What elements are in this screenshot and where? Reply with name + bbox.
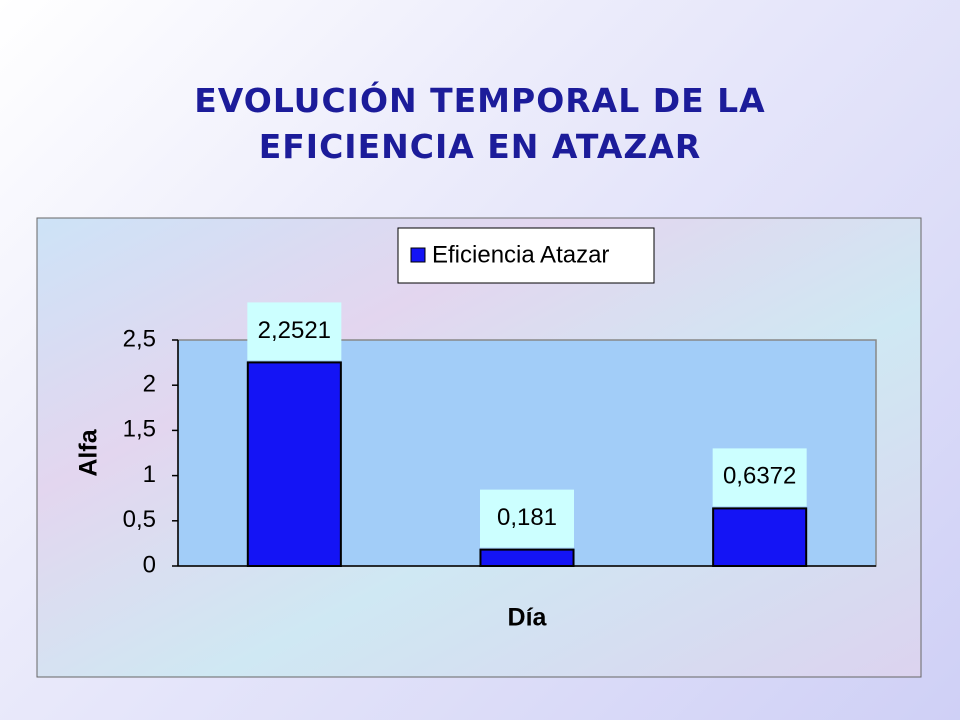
y-tick-label: 2,5 [123,325,156,352]
bar [479,548,575,567]
y-tick-label: 1,5 [123,416,156,443]
value-label: 2,2521 [258,317,331,344]
chart-title: EVOLUCIÓN TEMPORAL DE LA EFICIENCIA EN A… [194,81,766,166]
x-axis-title: Día [508,604,548,632]
legend-swatch [410,247,426,263]
value-label: 0,181 [497,504,557,531]
y-tick-label: 0 [143,551,156,578]
y-tick-label: 0,5 [123,506,156,533]
legend [397,227,655,284]
y-tick-label: 1 [143,461,156,488]
value-label-box [480,489,574,548]
value-label-box [712,448,807,507]
legend-label: Eficiencia Atazar [432,241,609,268]
bar [712,507,808,568]
bar [246,361,342,567]
value-label-box [247,302,342,361]
value-label: 0,6372 [723,463,796,490]
y-axis-title: Alfa [75,428,103,476]
y-tick-label: 2 [143,371,156,398]
